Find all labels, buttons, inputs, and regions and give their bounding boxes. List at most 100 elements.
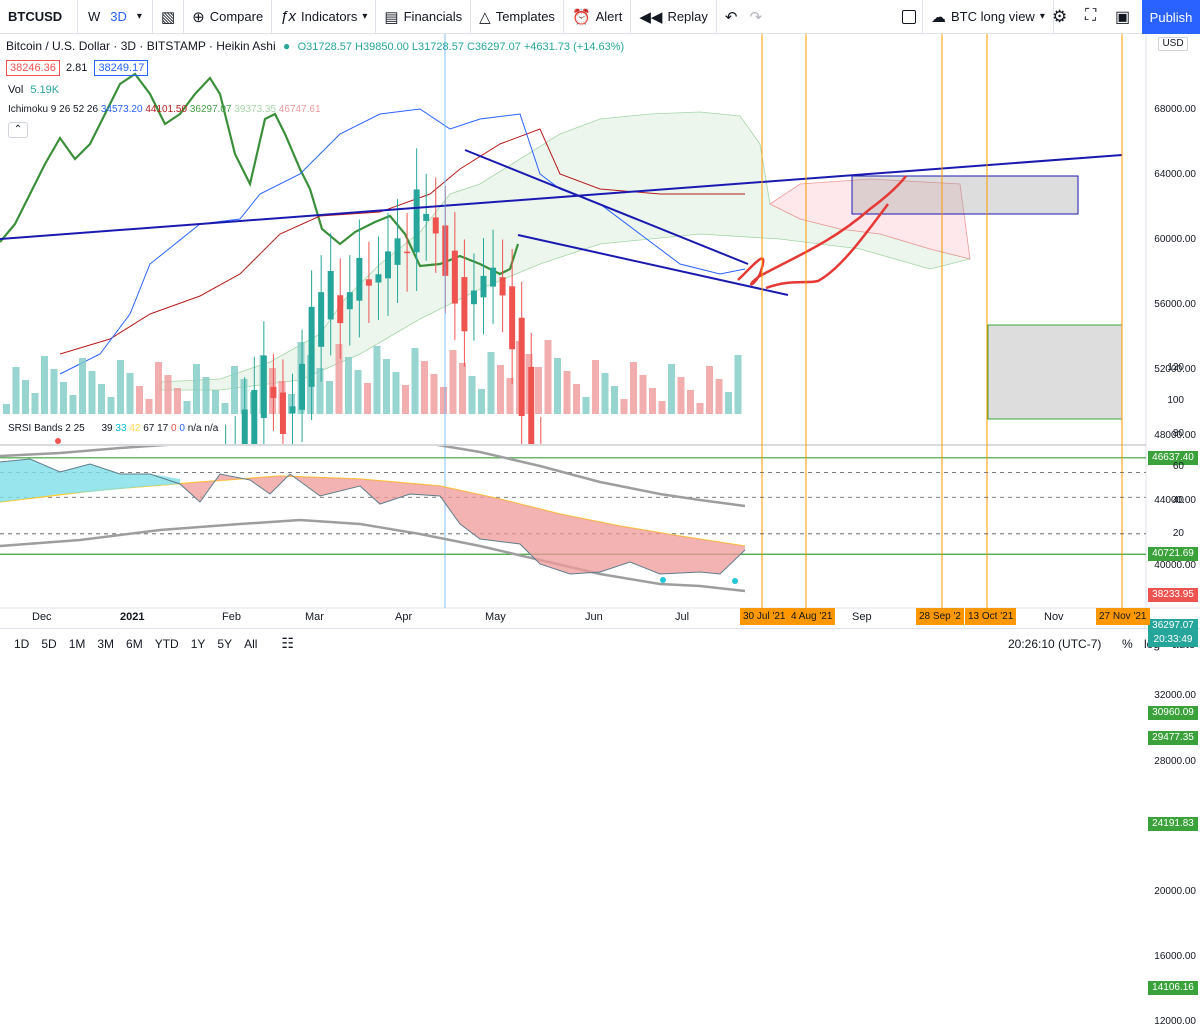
srsi-label: SRSI Bands 2 25 (8, 423, 85, 434)
volume-bar (402, 385, 409, 414)
select-all-checkbox[interactable] (902, 10, 916, 24)
candle-body (242, 410, 248, 483)
candle-body (461, 277, 467, 331)
candle-body (337, 295, 343, 323)
time-tick: Sep (852, 611, 872, 623)
range-button-1d[interactable]: 1D (8, 637, 35, 651)
volume-bar (640, 375, 647, 414)
volume-bar (488, 352, 495, 414)
spread: 2.81 (66, 62, 87, 74)
volume-bar (89, 371, 96, 414)
percent-toggle[interactable]: % (1122, 637, 1133, 651)
volume-bar (611, 386, 618, 414)
range-button-5d[interactable]: 5D (35, 637, 62, 651)
volume-bar (649, 388, 656, 414)
srsi-tick: 20 (1173, 528, 1184, 539)
candle-body (614, 602, 620, 628)
bid-price[interactable]: 38246.36 (6, 60, 60, 76)
volume-bar (573, 384, 580, 414)
ichimoku-legend: Ichimoku 9 26 52 26 34573.20 44101.50 36… (8, 104, 321, 115)
camera-icon[interactable]: ▣ (1115, 7, 1130, 27)
layout-selector[interactable]: ☁ BTC long view ▾ (922, 0, 1054, 34)
volume-bar (51, 369, 58, 414)
candle-body (290, 406, 296, 413)
settings-gear-icon[interactable]: ⚙ (1052, 7, 1067, 27)
goto-date-icon[interactable]: ☷ (281, 635, 294, 652)
srsi-v7: 0 (179, 423, 185, 434)
interval-w[interactable]: W (88, 9, 100, 24)
volume-bar (127, 373, 134, 414)
volume-bar (98, 384, 105, 414)
range-button-1y[interactable]: 1Y (185, 637, 212, 651)
price-tick: 40000.00 (1154, 560, 1196, 571)
volume-bar (222, 403, 229, 414)
range-button-6m[interactable]: 6M (120, 637, 149, 651)
templates-button[interactable]: △Templates (471, 0, 564, 34)
fx-icon: ƒx (280, 8, 296, 25)
chevron-down-icon: ▾ (362, 11, 367, 22)
time-tick: May (485, 611, 506, 623)
time-tick: Mar (305, 611, 324, 623)
candle-body (395, 238, 401, 265)
chevron-down-icon[interactable]: ▾ (137, 11, 142, 22)
time-tick: 2021 (120, 611, 144, 623)
alert-button[interactable]: ⏰Alert (564, 0, 631, 34)
replay-button[interactable]: ◀◀ Replay (631, 0, 717, 34)
candle-body (624, 617, 630, 619)
volume-bar (212, 390, 219, 414)
fullscreen-icon[interactable]: ⛶ (1085, 7, 1096, 25)
chart-type-button[interactable]: ▧ (153, 0, 184, 34)
interval-selector[interactable]: W 3D ▾ (78, 0, 153, 34)
compare-label: Compare (210, 9, 263, 24)
srsi-alert-dot (55, 438, 61, 444)
price-tick: 60000.00 (1154, 234, 1196, 245)
volume-bar (469, 376, 476, 414)
currency-button[interactable]: USD (1158, 37, 1188, 51)
rewind-icon: ◀◀ (639, 8, 662, 26)
candle-body (318, 292, 324, 347)
price-chart[interactable] (0, 34, 1200, 628)
redo-icon[interactable]: ↷ (749, 8, 762, 26)
range-button-1m[interactable]: 1M (63, 637, 92, 651)
candle-body (309, 307, 315, 387)
candle-body (433, 217, 439, 233)
srsi-tick: 80 (1173, 428, 1184, 439)
range-button-all[interactable]: All (238, 637, 263, 651)
ask-price[interactable]: 38249.17 (94, 60, 148, 76)
range-button-ytd[interactable]: YTD (149, 637, 185, 651)
interval-3d[interactable]: 3D (110, 9, 127, 24)
compare-button[interactable]: ⊕Compare (184, 0, 272, 34)
range-button-3m[interactable]: 3M (91, 637, 120, 651)
volume-bar (659, 401, 666, 414)
volume-bar (393, 372, 400, 414)
srsi-v4: 67 (143, 423, 154, 434)
symbol-search[interactable]: BTCUSD (0, 0, 78, 34)
volume-bar (412, 348, 419, 414)
replay-label: Replay (667, 9, 707, 24)
candle-body (500, 277, 506, 295)
vol-value: 5.19K (30, 84, 59, 96)
volume-bar (678, 377, 685, 414)
candle-body (490, 268, 496, 287)
financials-button[interactable]: ▤Financials (376, 0, 471, 34)
undo-icon[interactable]: ↶ (725, 8, 738, 26)
candle-body (356, 258, 362, 301)
price-tick: 64000.00 (1154, 169, 1196, 180)
volume-bar (668, 364, 675, 414)
price-label: 38233.95 (1148, 588, 1198, 602)
time-marker-label: 13 Oct '21 (965, 608, 1016, 625)
templates-label: Templates (496, 9, 555, 24)
price-label: 14106.16 (1148, 981, 1198, 995)
volume-bar (706, 366, 713, 414)
ichimoku-lagging: 36297.07 (190, 104, 232, 115)
volume-bar (32, 393, 39, 414)
volume-bar (70, 395, 77, 414)
collapse-legend-button[interactable]: ⌃ (8, 122, 28, 138)
volume-bar (564, 371, 571, 414)
range-button-5y[interactable]: 5Y (211, 637, 238, 651)
publish-button[interactable]: Publish (1142, 0, 1200, 34)
candle-body (576, 599, 582, 628)
price-tick: 20000.00 (1154, 886, 1196, 897)
